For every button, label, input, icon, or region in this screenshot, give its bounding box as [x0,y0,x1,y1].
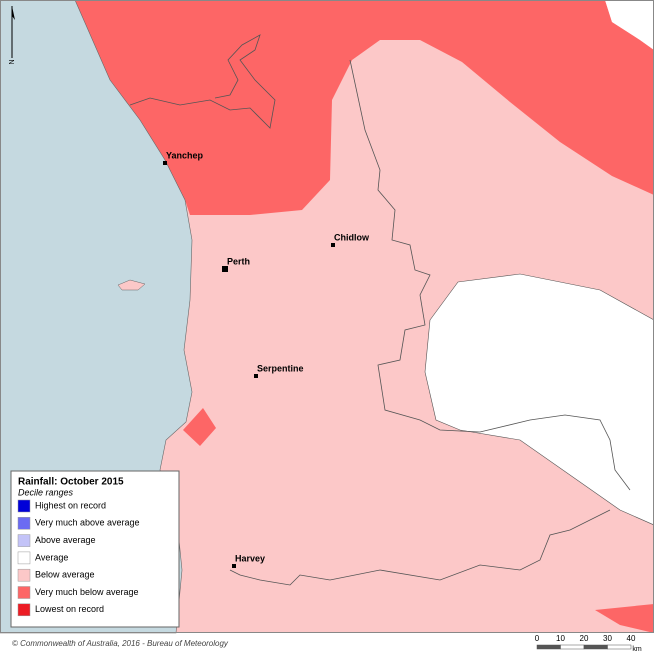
region-average [424,273,654,526]
legend-label: Average [35,552,68,562]
scale-segment [536,644,561,650]
legend-label: Very much above average [35,518,140,528]
legend-swatch [17,499,31,513]
north-label: N [9,59,16,64]
copyright: © Commonwealth of Australia, 2016 - Bure… [12,639,229,648]
legend-label: Very much below average [35,587,139,597]
town-label: Harvey [235,553,265,563]
town-label: Serpentine [257,363,304,373]
scale-unit: km [632,646,642,653]
scale-label: 40 [627,634,636,643]
region-average [605,0,654,50]
town-marker [331,243,335,247]
legend-swatch [17,586,31,599]
boundary [129,34,276,129]
town-label: Perth [227,256,250,266]
scale-label: 30 [603,634,612,643]
legend-label: Lowest on record [35,604,104,614]
region-very-much-below [75,0,654,215]
boundary [349,59,631,491]
town-marker [232,564,236,568]
north-arrow-head [12,6,15,20]
town-marker [222,266,228,272]
legend-label: Above average [35,535,96,545]
legend-swatch [17,603,31,617]
legend-label: Highest on record [35,500,106,510]
region-very-much-below [183,408,216,446]
town-marker [254,374,258,378]
scale-segment [560,644,585,650]
legend-label: Below average [35,570,95,580]
town-label: Chidlow [334,232,370,242]
boundary [229,509,611,586]
island [117,279,146,291]
town-label: Yanchep [166,150,204,160]
legend-swatch [17,517,31,530]
scale-label: 20 [580,634,589,643]
scale-segment [583,644,608,650]
town-marker [163,161,167,165]
scale-label: 0 [535,634,540,643]
region-very-much-below [595,604,654,633]
legend-subtitle: Decile ranges [18,487,74,497]
legend-swatch [17,551,31,565]
legend-swatch [17,534,31,547]
scale-segment [607,644,632,650]
legend-box [10,470,180,628]
legend-title: Rainfall: October 2015 [18,477,124,488]
scale-label: 10 [556,634,565,643]
legend-swatch [17,568,31,582]
